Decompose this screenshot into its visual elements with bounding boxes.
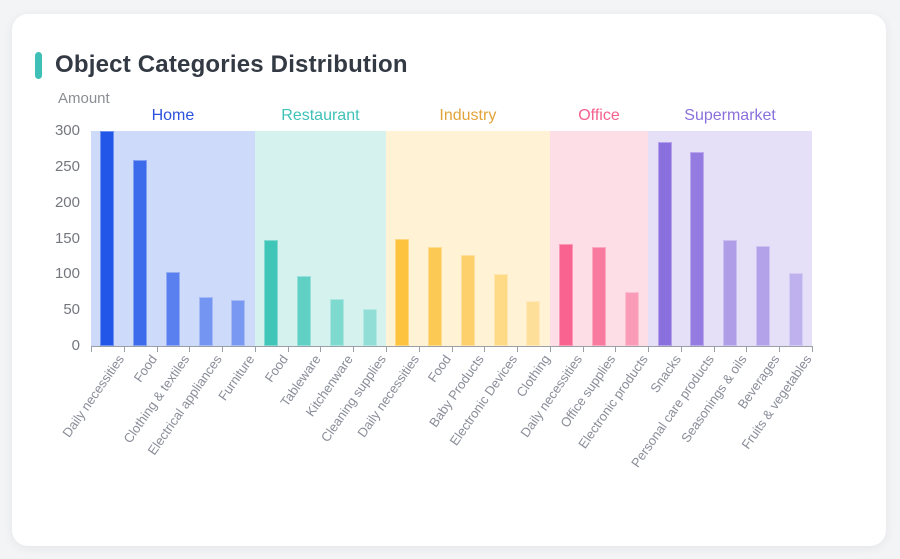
x-axis-tick	[680, 346, 682, 352]
x-axis-tick	[418, 346, 420, 352]
x-axis-tick	[549, 346, 551, 352]
bar[interactable]	[428, 247, 443, 346]
x-axis-tick	[320, 346, 322, 352]
bar[interactable]	[526, 300, 541, 346]
title-accent-bar	[35, 51, 42, 79]
bar[interactable]	[690, 151, 705, 346]
y-axis-tick-label: 0	[71, 337, 80, 354]
x-axis-tick	[353, 346, 355, 352]
x-axis-tick	[123, 346, 125, 352]
bar[interactable]	[723, 239, 738, 346]
bar[interactable]	[362, 309, 377, 346]
x-axis-tick	[451, 346, 453, 352]
bar[interactable]	[133, 160, 148, 346]
x-axis-tick	[484, 346, 486, 352]
y-axis-title: Amount	[58, 90, 110, 107]
x-axis-tick	[517, 346, 519, 352]
bar[interactable]	[198, 296, 213, 346]
x-axis-tick	[713, 346, 715, 352]
y-axis-tick-label: 250	[54, 157, 80, 175]
bar[interactable]	[460, 254, 475, 346]
y-axis-tick-label: 100	[54, 265, 80, 283]
group-label: Home	[151, 107, 195, 124]
title-row: Object Categories Distribution	[35, 51, 408, 79]
x-axis-tick	[222, 346, 224, 352]
x-axis-tick	[615, 346, 617, 352]
group-label: Office	[578, 107, 620, 124]
x-axis-tick	[779, 346, 781, 352]
x-axis-tick	[648, 346, 650, 352]
y-axis-tick-label: 200	[54, 193, 80, 211]
group-label: Industry	[439, 107, 497, 124]
group-label: Supermarket	[684, 107, 776, 124]
bar[interactable]	[231, 300, 246, 346]
x-axis-tick	[287, 346, 289, 352]
x-axis-tick	[746, 346, 748, 352]
bar[interactable]	[755, 245, 770, 346]
bar[interactable]	[788, 272, 803, 346]
bar[interactable]	[329, 299, 344, 346]
bar[interactable]	[165, 272, 180, 346]
x-axis-tick	[254, 346, 256, 352]
bar[interactable]	[559, 244, 574, 346]
page-title: Object Categories Distribution	[55, 51, 408, 78]
bar[interactable]	[297, 276, 312, 346]
x-axis-tick	[812, 346, 813, 352]
y-axis-tick-label: 50	[63, 301, 80, 319]
x-axis-tick	[385, 346, 387, 352]
y-axis-tick-label: 150	[54, 229, 80, 247]
bar[interactable]	[493, 274, 508, 346]
bar[interactable]	[591, 247, 606, 346]
x-axis-tick	[156, 346, 158, 352]
group-label: Restaurant	[281, 107, 360, 124]
y-axis-tick-label: 300	[54, 122, 80, 139]
chart-card	[12, 14, 886, 546]
bar[interactable]	[395, 238, 410, 346]
x-axis-tick	[91, 346, 92, 352]
x-axis-tick	[582, 346, 584, 352]
x-axis-tick	[189, 346, 191, 352]
bar[interactable]	[624, 292, 639, 346]
bar[interactable]	[264, 239, 279, 346]
bar[interactable]	[657, 141, 672, 346]
bar[interactable]	[100, 131, 115, 346]
